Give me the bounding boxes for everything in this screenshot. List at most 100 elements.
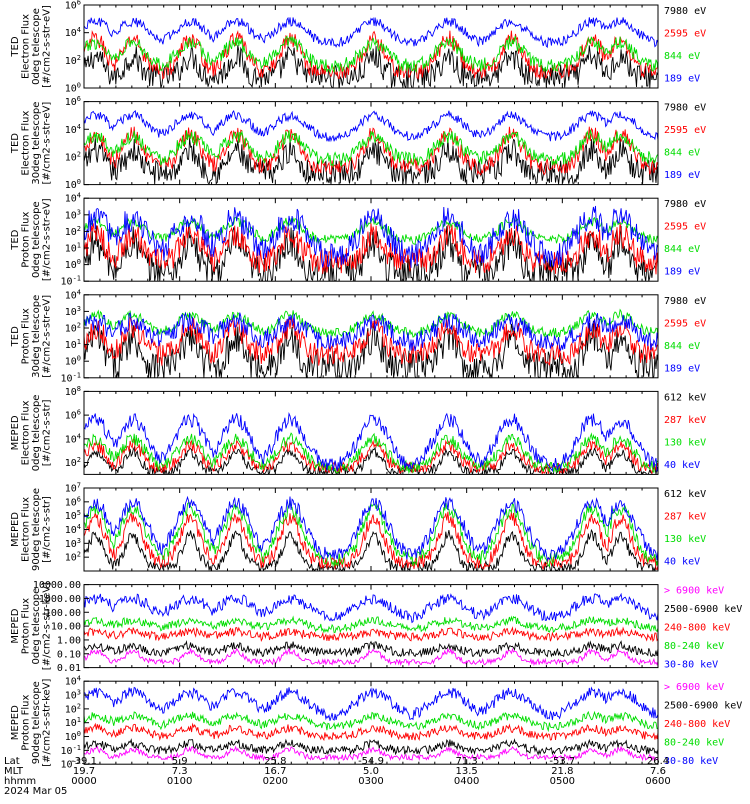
trace-2-2 [84, 126, 658, 176]
legend-6-1: 612 keV [664, 489, 706, 500]
y-tick-label: 102 [65, 456, 81, 469]
legend-4-3: 844 eV [664, 341, 700, 352]
footer-mlt: 5.0 [363, 766, 379, 777]
trace-8-2 [84, 738, 658, 756]
trace-7-5 [84, 592, 658, 624]
y-tick-label: 104 [65, 123, 81, 136]
y-tick-label: 104 [65, 432, 81, 445]
y-tick-label: 106 [65, 409, 81, 422]
legend-6-4: 40 keV [664, 557, 700, 568]
legend-6-2: 287 keV [664, 512, 706, 523]
panel-2: 100 102 104 106 TEDElectron Flux30deg telesc… [10, 95, 706, 191]
legend-2-4: 189 eV [664, 170, 700, 181]
y-tick-label: 102 [65, 225, 81, 238]
trace-8-1 [84, 745, 658, 762]
panel-2-traces [84, 110, 658, 185]
y-tick-label: 100.00 [45, 608, 81, 619]
panel-8-ylabel: MEPEDProton Flux90deg telescope[#/cm2-s-… [10, 678, 53, 766]
trace-4-3 [84, 308, 658, 339]
footer-hhmm: 0200 [262, 776, 289, 787]
trace-3-2 [84, 221, 658, 275]
footer-hhmm: 0100 [166, 776, 193, 787]
y-tick-label: 102 [65, 150, 81, 163]
trace-6-4 [84, 495, 658, 562]
legend-1-2: 2595 eV [664, 29, 706, 40]
footer-lat: -39.1 [71, 756, 97, 767]
panel-6-frame [83, 487, 659, 572]
panel-5-frame [83, 390, 659, 475]
trace-8-4 [84, 710, 658, 733]
legend-1-3: 844 eV [664, 51, 700, 62]
panel-5-traces [84, 412, 658, 475]
panel-6-traces [84, 495, 658, 571]
y-tick-label: 102 [65, 54, 81, 67]
y-tick-label: 108 [65, 385, 81, 398]
legend-8-1: > 6900 keV [664, 682, 724, 693]
footer-hhmm: 0500 [549, 776, 576, 787]
panel-7-ylabel: MEPEDProton Flux0deg telescope[#/cm2-s-s… [10, 582, 53, 670]
y-tick-label: 100 [65, 730, 81, 743]
footer-mlt: 21.8 [551, 766, 574, 777]
trace-2-1 [84, 138, 658, 185]
y-tick-label: 102 [65, 551, 81, 564]
trace-8-5 [84, 686, 658, 721]
legend-3-2: 2595 eV [664, 222, 706, 233]
legend-4-1: 7980 eV [664, 296, 706, 307]
footer-label-lat: Lat [4, 756, 20, 767]
legend-8-3: 240-800 keV [664, 719, 730, 730]
footer-mlt: 16.7 [264, 766, 287, 777]
legend-7-1: > 6900 keV [664, 586, 724, 597]
panel-1: 100 102 104 106 TEDElectron Flux0deg telesco… [10, 0, 706, 95]
panel-5-ylabel: MEPEDElectron Flux0deg telescope[#/cm2-s… [10, 395, 53, 472]
y-tick-label: 101 [65, 716, 81, 729]
legend-5-1: 612 keV [664, 392, 706, 403]
y-tick-label: 106 [65, 95, 81, 108]
legend-3-1: 7980 eV [664, 199, 706, 210]
legend-1-1: 7980 eV [664, 6, 706, 17]
footer-ephemeris: Lat MLT hhmm 2024 Mar 05 -39.1 19.7 0000 5.… [0, 755, 750, 800]
panel-8-traces [84, 686, 658, 762]
trace-3-1 [84, 225, 658, 282]
footer-hhmm: 0600 [645, 776, 671, 787]
y-tick-label: 10-1 [61, 275, 81, 288]
trace-7-4 [84, 615, 658, 634]
y-tick-label: 1.00 [57, 635, 81, 646]
footer-mlt: 7.3 [171, 766, 188, 777]
legend-4-2: 2595 eV [664, 318, 706, 329]
y-tick-label: 0.01 [57, 663, 81, 674]
legend-6-3: 130 keV [664, 534, 706, 545]
trace-1-4 [84, 16, 658, 49]
y-tick-label: 100 [65, 178, 81, 191]
y-tick-label: 101 [65, 338, 81, 351]
y-tick-label: 10.00 [51, 622, 81, 633]
panel-5: 102 104 106 108 MEPEDElectron Flux0deg teles… [10, 385, 706, 475]
y-tick-label: 10-1 [61, 371, 81, 384]
footer-lat: -54.9 [358, 756, 384, 767]
footer-hhmm: 0400 [453, 776, 480, 787]
panel-2-ylabel: TEDElectron Flux30deg telescope[#/cm2-s-… [10, 102, 53, 185]
y-tick-label: 105 [65, 509, 81, 522]
y-tick-label: 102 [65, 322, 81, 335]
y-tick-label: 10000.00 [33, 580, 81, 591]
panel-3: 10-1 100 101 102 103 104 TEDProton Flux0deg te… [10, 192, 706, 288]
footer-lat: 71.3 [455, 756, 478, 767]
trace-7-1 [84, 647, 658, 667]
footer-mlt: 13.5 [455, 766, 478, 777]
trace-1-3 [84, 35, 658, 74]
trace-6-1 [84, 528, 658, 571]
y-tick-label: 104 [65, 288, 81, 301]
trace-5-4 [84, 412, 658, 473]
legend-7-3: 240-800 keV [664, 623, 730, 634]
legend-5-2: 287 keV [664, 415, 706, 426]
panel-7: 10000.00 1000.00 100.00 10.00 1.00 0.10 0.01 ME… [10, 580, 742, 674]
trace-1-1 [84, 44, 658, 88]
footer-label-hhmm: hhmm [4, 776, 37, 787]
legend-4-4: 189 eV [664, 363, 700, 374]
footer-lat: 25.8 [264, 756, 287, 767]
panel-1-ylabel: TEDElectron Flux0deg telescope[#/cm2-s-s… [10, 5, 53, 88]
y-tick-label: 10-2 [61, 758, 81, 771]
trace-7-2 [84, 640, 658, 658]
